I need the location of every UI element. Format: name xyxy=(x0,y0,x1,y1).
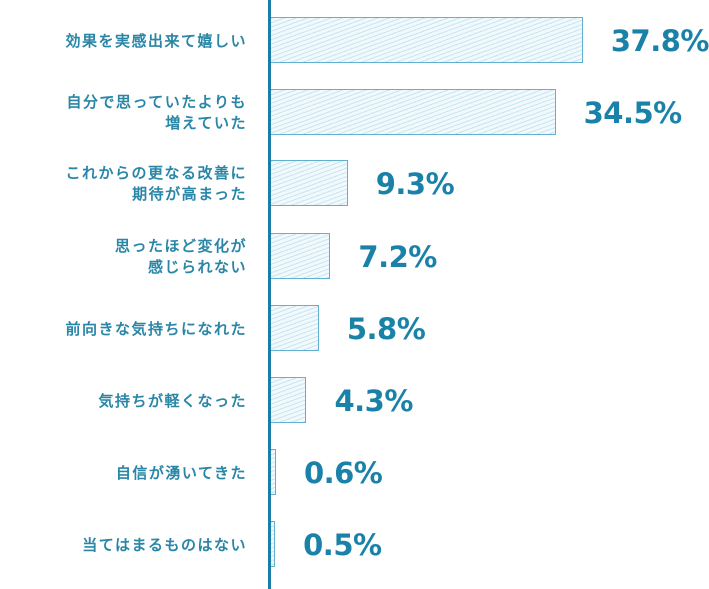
category-label-line: 当てはまるものはない xyxy=(82,535,247,554)
value-label: 9.3% xyxy=(375,167,455,201)
bar-row: 思ったほど変化が感じられない 7.2% xyxy=(0,233,709,281)
category-label: これからの更なる改善に期待が高まった xyxy=(65,160,247,208)
y-axis-line xyxy=(268,0,271,589)
bar xyxy=(271,305,319,351)
value-label: 0.6% xyxy=(303,456,383,490)
category-label-line: これからの更なる改善に xyxy=(65,164,247,182)
category-label: 前向きな気持ちになれた xyxy=(65,305,247,353)
category-label-line: 気持ちが軽くなった xyxy=(98,391,247,410)
bar xyxy=(271,17,583,63)
value-label: 0.5% xyxy=(303,528,382,562)
category-label-line: 期待が高まった xyxy=(132,185,247,203)
value-label: 7.2% xyxy=(358,240,437,274)
category-label-line: 前向きな気持ちになれた xyxy=(65,319,247,338)
bar xyxy=(271,521,276,567)
bar xyxy=(271,160,348,206)
category-label-line: 効果を実感出来て嬉しい xyxy=(65,31,247,50)
bar xyxy=(271,89,556,135)
value-label: 37.8% xyxy=(610,24,709,58)
bar-row: 自信が湧いてきた 0.6% xyxy=(0,449,709,497)
category-label-line: 感じられない xyxy=(147,258,247,276)
category-label: 自分で思っていたよりも増えていた xyxy=(67,89,247,137)
category-label: 思ったほど変化が感じられない xyxy=(115,233,247,281)
value-label: 4.3% xyxy=(334,384,413,418)
bar-row: 当てはまるものはない 0.5% xyxy=(0,521,709,569)
category-label: 当てはまるものはない xyxy=(82,521,247,569)
bar-row: 効果を実感出来て嬉しい 37.8% xyxy=(0,17,709,65)
category-label: 効果を実感出来て嬉しい xyxy=(65,17,247,65)
bar-row: 自分で思っていたよりも増えていた 34.5% xyxy=(0,89,709,137)
category-label: 自信が湧いてきた xyxy=(116,449,247,497)
bar xyxy=(271,377,307,423)
category-label-line: 思ったほど変化が xyxy=(114,237,247,255)
bar-row: 気持ちが軽くなった 4.3% xyxy=(0,377,709,425)
category-label-line: 自分で思っていたよりも xyxy=(66,93,247,111)
category-label: 気持ちが軽くなった xyxy=(98,377,247,425)
value-label: 5.8% xyxy=(346,312,426,346)
bar-row: これからの更なる改善に期待が高まった 9.3% xyxy=(0,160,709,208)
bar xyxy=(271,233,331,279)
category-label-line: 増えていた xyxy=(165,114,247,132)
bar xyxy=(271,449,276,495)
bar-row: 前向きな気持ちになれた 5.8% xyxy=(0,305,709,353)
category-label-line: 自信が湧いてきた xyxy=(115,463,247,482)
value-label: 34.5% xyxy=(583,96,683,130)
